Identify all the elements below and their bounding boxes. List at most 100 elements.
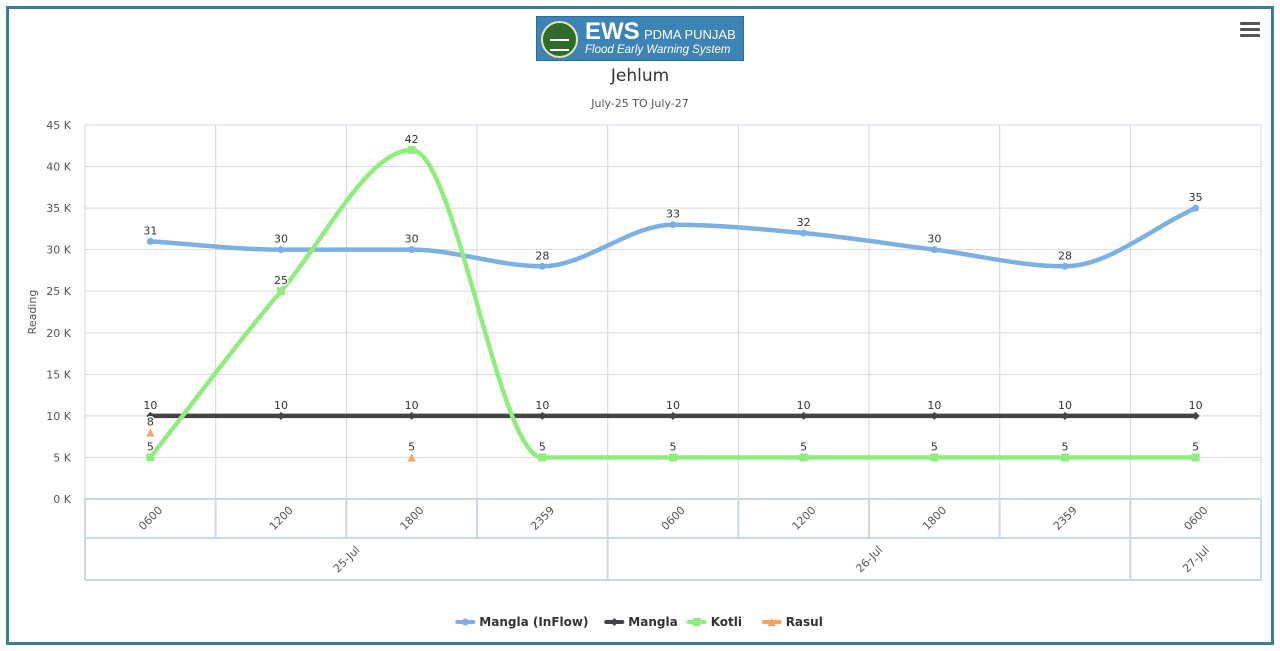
data-label-mangla-inflow: 35 [1189, 191, 1203, 204]
point-kotli [669, 453, 677, 462]
y-tick-label: 5 K [53, 451, 71, 464]
legend-item[interactable]: Rasul [761, 615, 823, 629]
series-line-kotli [148, 147, 1198, 460]
data-label-mangla: 10 [535, 399, 549, 412]
point-mangla [146, 411, 155, 420]
data-label-kotli: 5 [1192, 440, 1199, 453]
x-tick-label: 1200 [267, 504, 296, 533]
point-kotli [407, 145, 416, 154]
legend-item[interactable]: Mangla [604, 615, 678, 629]
point-mangla [669, 411, 677, 420]
y-tick-label: 25 K [46, 285, 71, 298]
data-label-kotli: 5 [800, 440, 807, 453]
point-mangla [930, 411, 939, 420]
data-label-kotli: 42 [405, 133, 419, 146]
data-label-mangla-inflow: 28 [535, 249, 549, 262]
x-tick-label: 2359 [1051, 504, 1080, 533]
data-label-kotli: 25 [274, 274, 288, 287]
y-tick-label: 40 K [46, 161, 71, 174]
x-tick-label: 1800 [920, 504, 949, 533]
data-label-kotli: 5 [931, 440, 938, 453]
x-group-label: 25-Jul [331, 543, 363, 575]
point-kotli [1191, 453, 1200, 462]
x-group-label: 27-Jul [1180, 543, 1212, 575]
point-mangla-inflow [930, 246, 938, 254]
logo-tagline: Flood Early Warning System [585, 44, 731, 56]
legend-item[interactable]: Kotli [686, 615, 742, 629]
pdma-emblem-icon [541, 21, 578, 58]
point-kotli [930, 453, 939, 462]
point-rasul [407, 453, 416, 462]
x-tick-label: 0600 [136, 504, 165, 533]
point-mangla [799, 411, 808, 420]
point-mangla [277, 411, 285, 420]
data-label-rasul: 8 [147, 416, 154, 429]
y-tick-label: 35 K [46, 202, 71, 215]
x-tick-label: 1200 [790, 504, 819, 533]
point-mangla [538, 411, 547, 420]
legend-marker-swatch [610, 618, 619, 626]
y-tick-label: 15 K [46, 368, 71, 381]
y-tick-label: 20 K [46, 327, 71, 340]
logo-brand: EWS [585, 18, 640, 45]
data-label-rasul: 5 [408, 440, 415, 453]
data-label-mangla: 10 [1058, 399, 1072, 412]
chart-subtitle: July-25 TO July-27 [590, 97, 688, 110]
data-label-mangla-inflow: 31 [143, 224, 157, 237]
data-label-mangla: 10 [143, 399, 157, 412]
data-label-mangla-inflow: 33 [666, 208, 680, 221]
data-label-mangla: 10 [797, 399, 811, 412]
data-label-mangla-inflow: 30 [927, 233, 941, 246]
point-mangla-inflow [277, 246, 285, 254]
hamburger-menu-icon[interactable] [1240, 22, 1260, 40]
x-group-label: 26-Jul [853, 543, 885, 575]
data-label-mangla-inflow: 28 [1058, 249, 1072, 262]
point-mangla-inflow [538, 262, 546, 270]
data-label-mangla-inflow: 30 [274, 233, 288, 246]
legend-marker-swatch [767, 618, 776, 626]
data-label-mangla: 10 [666, 399, 680, 412]
legend-marker-swatch [461, 618, 469, 626]
legend-marker-swatch [692, 618, 701, 626]
legend-label: Mangla (InFlow) [479, 615, 588, 629]
chart-title: Jehlum [610, 66, 669, 86]
point-mangla [1061, 411, 1069, 420]
data-label-mangla-inflow: 30 [405, 233, 419, 246]
point-kotli [799, 453, 808, 462]
data-label-mangla: 10 [1189, 399, 1203, 412]
point-mangla [1191, 411, 1200, 420]
data-label-kotli: 5 [147, 440, 154, 453]
legend-label: Kotli [711, 615, 742, 629]
legend-label: Rasul [786, 615, 823, 629]
x-tick-label: 1800 [398, 504, 427, 533]
point-mangla-inflow [408, 246, 416, 254]
data-label-mangla: 10 [927, 399, 941, 412]
point-mangla-inflow [669, 221, 677, 229]
y-axis-title: Reading [26, 290, 39, 335]
point-mangla [407, 411, 416, 420]
data-label-kotli: 5 [539, 440, 546, 453]
point-mangla-inflow [1192, 204, 1200, 212]
y-tick-label: 10 K [46, 410, 71, 423]
ews-logo: EWS PDMA PUNJAB Flood Early Warning Syst… [536, 16, 744, 61]
point-kotli [1061, 453, 1069, 462]
point-mangla-inflow [800, 229, 808, 237]
data-label-mangla: 10 [405, 399, 419, 412]
x-tick-label: 0600 [1182, 504, 1211, 533]
y-tick-label: 0 K [53, 493, 71, 506]
logo-org: PDMA PUNJAB [644, 27, 736, 42]
point-mangla-inflow [1061, 262, 1069, 270]
data-label-mangla: 10 [274, 399, 288, 412]
data-label-mangla-inflow: 32 [797, 216, 811, 229]
point-mangla-inflow [146, 237, 154, 245]
point-rasul [146, 428, 155, 437]
point-kotli [538, 453, 547, 462]
legend-item[interactable]: Mangla (InFlow) [455, 615, 588, 629]
x-tick-label: 2359 [528, 504, 557, 533]
point-kotli [146, 453, 155, 462]
x-tick-label: 0600 [659, 504, 688, 533]
data-label-kotli: 5 [1062, 440, 1069, 453]
legend-label: Mangla [628, 615, 677, 629]
data-label-kotli: 5 [670, 440, 677, 453]
